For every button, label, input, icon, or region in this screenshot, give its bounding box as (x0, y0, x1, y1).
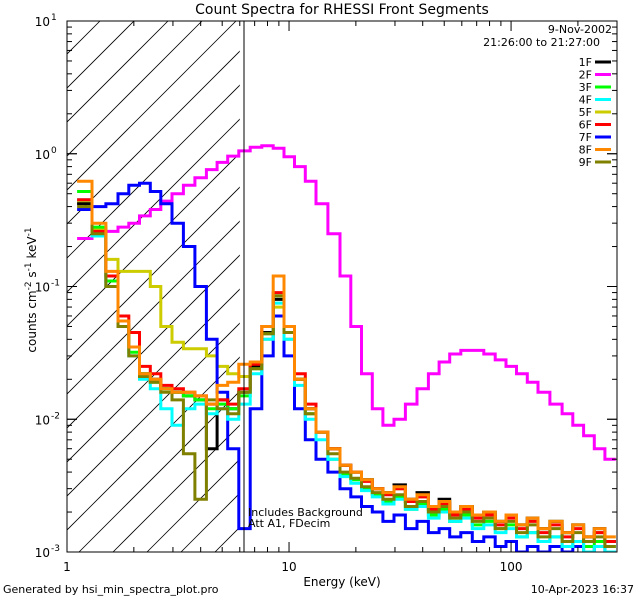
legend-label-1F: 1F (579, 56, 592, 69)
series-2F (77, 144, 616, 461)
hatch-line (112, 424, 240, 552)
hatch-line (67, 21, 237, 191)
legend-label-4F: 4F (579, 94, 592, 107)
hatch-line (67, 356, 240, 531)
y-tick-label: 10 (35, 413, 50, 427)
y-tick-exponent: -1 (51, 279, 60, 289)
series-7F (77, 181, 616, 552)
y-tick-label: 10 (35, 546, 50, 560)
hatch-line (67, 21, 101, 55)
annotation-background: Includes Background (248, 506, 363, 519)
series-5F (77, 200, 616, 543)
y-tick-label: 10 (35, 15, 50, 29)
hatch-line (67, 254, 240, 429)
y-tick-label: 10 (35, 281, 50, 295)
y-tick-exponent: 1 (51, 13, 57, 23)
legend-label-3F: 3F (579, 81, 592, 94)
hatch-line (67, 21, 203, 157)
chart-title: Count Spectra for RHESSI Front Segments (195, 2, 489, 18)
y-tick-label: 10 (35, 148, 50, 162)
series-8F (77, 179, 616, 539)
annotation-attenuator: Att A1, FDecim (248, 517, 330, 530)
series-4F (77, 198, 616, 552)
legend-label-6F: 6F (579, 119, 592, 132)
legend-label-7F: 7F (579, 131, 592, 144)
x-tick-label: 10 (281, 560, 296, 574)
x-tick-label: 100 (500, 560, 523, 574)
x-axis-label: Energy (keV) (303, 575, 380, 589)
hatch-line (78, 390, 240, 552)
excluded-region-hatch (67, 21, 240, 552)
y-axis-label: counts cm-2 s-1 keV-1 (24, 227, 39, 352)
time-range-label: 21:26:00 to 21:27:00 (483, 36, 600, 49)
legend-label-2F: 2F (579, 69, 592, 82)
hatch-line (146, 458, 240, 552)
hatch-line (67, 84, 240, 259)
hatch-line (67, 186, 240, 361)
footer-timestamp: 10-Apr-2023 16:37 (530, 583, 634, 596)
y-tick-exponent: -3 (51, 544, 60, 554)
legend-label-5F: 5F (579, 106, 592, 119)
footer-generated-by: Generated by hsi_min_spectra_plot.pro (3, 583, 219, 596)
series-3F (77, 190, 616, 548)
series-9F (77, 205, 616, 548)
hatch-line (67, 322, 240, 497)
hatch-line (67, 21, 169, 123)
legend-label-8F: 8F (579, 144, 592, 157)
hatch-line (214, 526, 240, 552)
y-tick-exponent: -2 (51, 411, 60, 421)
y-tick-exponent: 0 (51, 146, 57, 156)
hatch-line (67, 50, 240, 225)
legend-label-9F: 9F (579, 156, 592, 169)
x-tick-label: 1 (63, 560, 71, 574)
date-label: 9-Nov-2002 (548, 23, 612, 36)
hatch-line (67, 220, 240, 395)
